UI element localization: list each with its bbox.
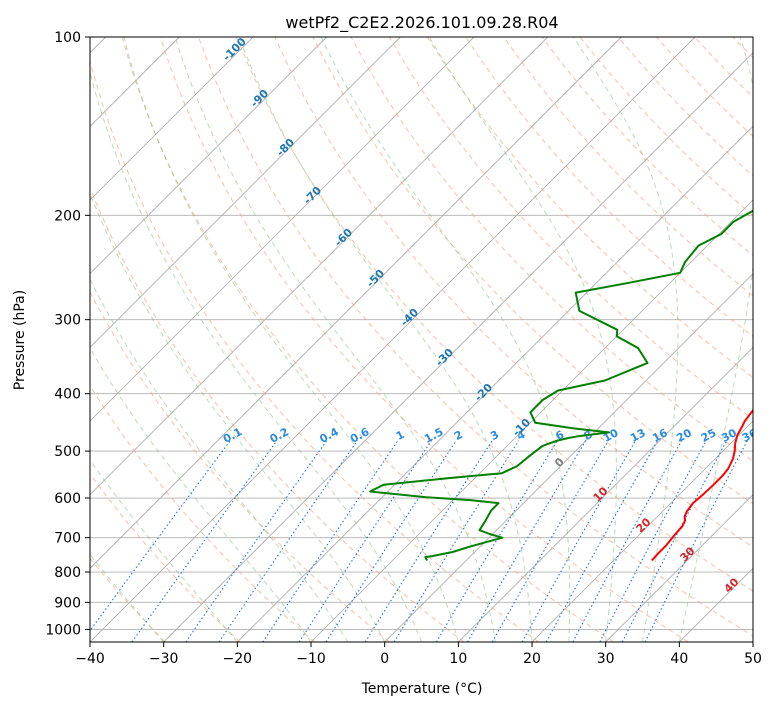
x-tick-label: 50 — [744, 651, 762, 667]
y-tick-label: 1000 — [45, 622, 81, 638]
y-tick-label: 500 — [54, 444, 81, 460]
x-tick-label: −30 — [149, 651, 179, 667]
y-axis-label: Pressure (hPa) — [12, 290, 28, 390]
x-tick-label: 40 — [670, 651, 688, 667]
y-tick-label: 400 — [54, 387, 81, 403]
y-tick-label: 900 — [54, 595, 81, 611]
y-tick-label: 300 — [54, 313, 81, 329]
y-tick-label: 700 — [54, 531, 81, 547]
x-tick-label: 10 — [449, 651, 467, 667]
y-tick-label: 600 — [54, 491, 81, 507]
x-tick-label: 30 — [597, 651, 615, 667]
chart-title: wetPf2_C2E2.2026.101.09.28.R04 — [285, 13, 558, 33]
x-axis-label: Temperature (°C) — [361, 681, 483, 697]
x-tick-label: 0 — [380, 651, 389, 667]
x-tick-label: 20 — [523, 651, 541, 667]
y-tick-label: 200 — [54, 208, 81, 224]
x-tick-label: −40 — [75, 651, 105, 667]
y-tick-label: 800 — [54, 565, 81, 581]
y-tick-label: 100 — [54, 30, 81, 46]
x-tick-label: −10 — [296, 651, 326, 667]
x-tick-label: −20 — [223, 651, 253, 667]
